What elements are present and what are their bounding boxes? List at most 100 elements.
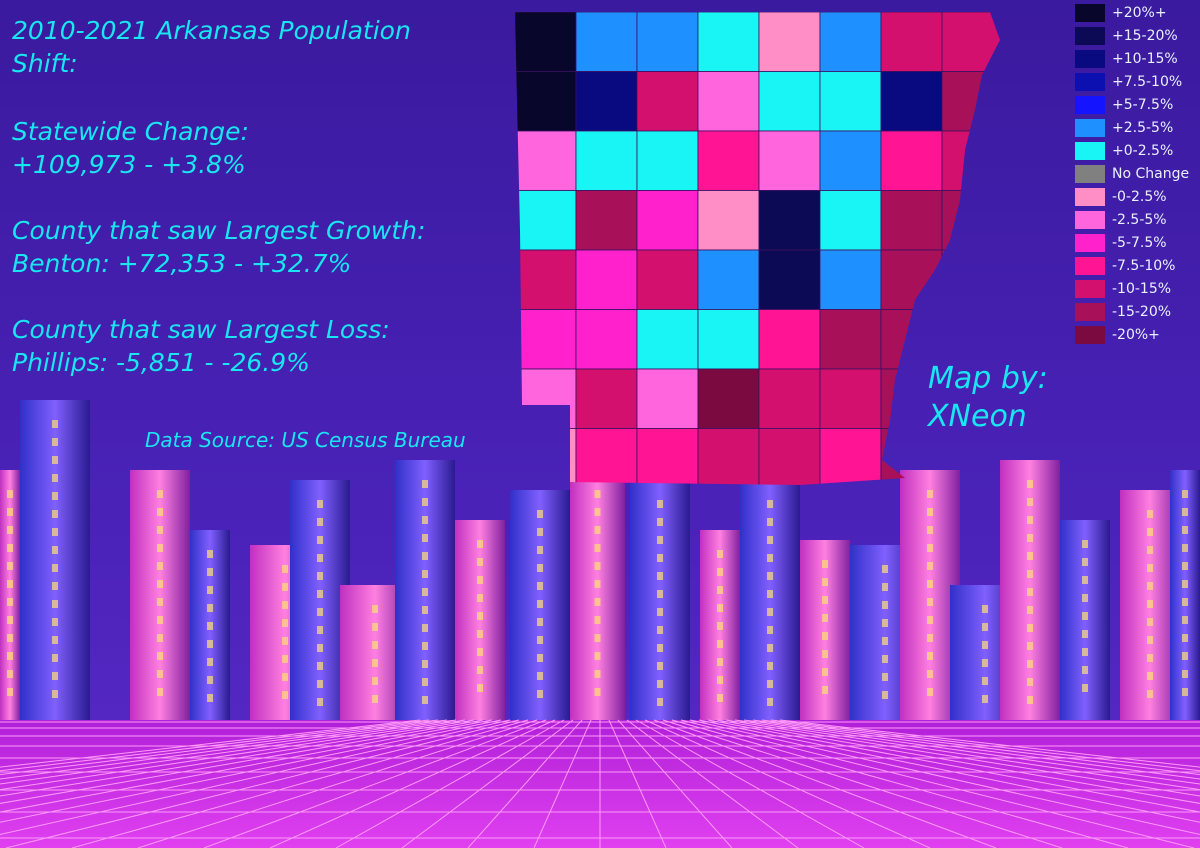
window	[982, 695, 988, 703]
window	[317, 536, 323, 544]
window	[477, 684, 483, 692]
window	[207, 640, 213, 648]
window	[1182, 616, 1188, 624]
building	[1170, 470, 1200, 720]
window	[52, 618, 58, 626]
legend-label: +0-2.5%	[1112, 143, 1173, 159]
window	[7, 490, 13, 498]
window	[594, 580, 601, 588]
window	[594, 526, 601, 534]
window	[157, 634, 163, 642]
window	[1027, 642, 1033, 650]
window	[1147, 528, 1153, 536]
window	[7, 562, 13, 570]
window	[157, 562, 163, 570]
window	[422, 660, 428, 668]
floor-line	[743, 719, 1200, 785]
county	[941, 12, 1000, 72]
floor-line	[707, 719, 1200, 813]
window	[657, 590, 663, 598]
window	[1147, 672, 1153, 680]
window	[207, 550, 213, 558]
floor-line	[401, 719, 574, 848]
window	[1027, 516, 1033, 524]
window	[927, 688, 933, 696]
window	[822, 578, 828, 586]
window	[657, 698, 663, 706]
window	[1082, 684, 1088, 692]
window	[317, 590, 323, 598]
window	[52, 492, 58, 500]
county	[758, 368, 821, 429]
floor-line	[0, 719, 502, 823]
window	[7, 508, 13, 516]
window	[537, 528, 543, 536]
window	[157, 490, 163, 498]
legend-swatch	[1075, 234, 1105, 252]
floor-line	[761, 719, 1200, 776]
county	[636, 130, 699, 191]
window	[717, 640, 723, 648]
window	[594, 688, 601, 696]
floor-line	[779, 719, 1200, 768]
window	[1147, 600, 1153, 608]
county	[515, 190, 577, 251]
county	[575, 428, 638, 485]
window	[282, 565, 288, 573]
window	[1147, 564, 1153, 572]
floor-line	[5, 719, 520, 848]
window	[1147, 510, 1153, 518]
window	[1147, 690, 1153, 698]
window	[882, 637, 888, 645]
window	[927, 490, 933, 498]
window	[52, 600, 58, 608]
legend-label: +15-20%	[1112, 28, 1178, 44]
window	[1082, 612, 1088, 620]
legend-swatch	[1075, 211, 1105, 229]
window	[882, 565, 888, 573]
window	[422, 624, 428, 632]
window	[282, 637, 288, 645]
window	[594, 598, 601, 606]
window	[882, 673, 888, 681]
window	[1147, 582, 1153, 590]
window	[317, 680, 323, 688]
legend-label: -5-7.5%	[1112, 235, 1167, 251]
window	[927, 652, 933, 660]
window	[52, 582, 58, 590]
floor-line	[71, 719, 529, 848]
county	[697, 309, 760, 370]
county	[758, 130, 821, 191]
window	[1027, 588, 1033, 596]
legend-swatch	[1075, 257, 1105, 275]
window	[1182, 562, 1188, 570]
county	[697, 190, 760, 251]
floor-line	[608, 719, 667, 848]
county	[575, 71, 638, 132]
window	[317, 698, 323, 706]
window	[52, 564, 58, 572]
window	[537, 672, 543, 680]
legend-label: +10-15%	[1112, 51, 1178, 67]
window	[822, 632, 828, 640]
floor-line	[734, 719, 1200, 791]
window	[717, 550, 723, 558]
window	[657, 572, 663, 580]
window	[477, 648, 483, 656]
window	[157, 652, 163, 660]
window	[982, 659, 988, 667]
county	[575, 130, 638, 191]
window	[477, 666, 483, 674]
window	[822, 686, 828, 694]
window	[477, 558, 483, 566]
window	[157, 670, 163, 678]
building	[0, 470, 20, 720]
window	[822, 650, 828, 658]
county	[636, 249, 699, 310]
window	[1082, 666, 1088, 674]
window	[7, 598, 13, 606]
window	[927, 670, 933, 678]
county	[880, 130, 943, 191]
window	[537, 618, 543, 626]
